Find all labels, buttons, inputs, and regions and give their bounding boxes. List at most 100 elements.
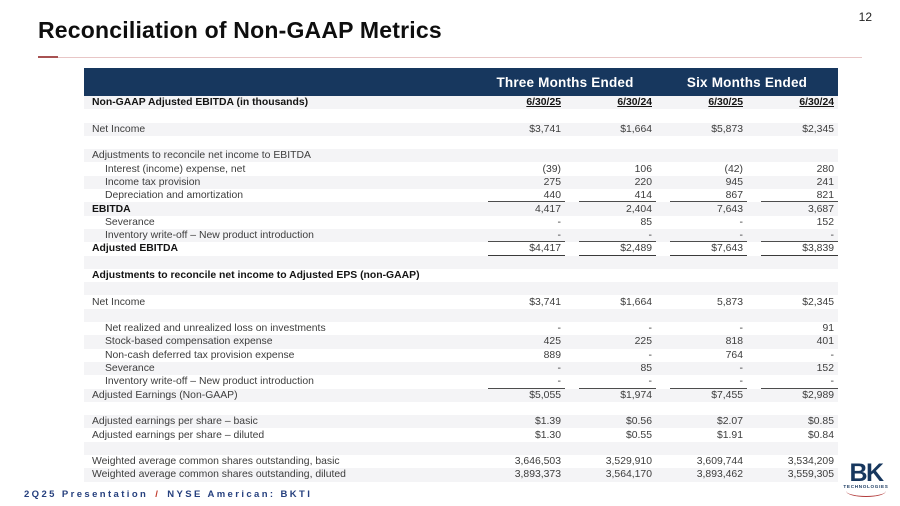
cell-value: - <box>579 229 656 243</box>
cell-value: 3,534,209 <box>787 456 834 468</box>
row-label: Stock-based compensation expense <box>105 336 273 348</box>
cell-value: $2,989 <box>802 389 834 401</box>
cell-value <box>579 402 656 415</box>
cell-value: $1,664 <box>620 123 652 135</box>
column-date-header: 6/30/25 <box>526 97 561 109</box>
table-row: Adjusted earnings per share – basic $1.39… <box>84 415 838 429</box>
table-row: Interest (income) expense, net (39) 106 (42… <box>84 162 838 175</box>
cell-value: $7,643 <box>670 242 747 256</box>
cell-value <box>670 309 747 322</box>
cell-value: $2,345 <box>802 296 834 308</box>
cell-value <box>579 309 656 322</box>
row-label: Adjusted earnings per share – diluted <box>92 429 265 441</box>
logo-subtext: TECHNOLOGIES <box>843 484 889 489</box>
footer: 2Q25 Presentation / NYSE American: BKTI <box>24 489 312 500</box>
table-row: Adjusted Earnings (Non-GAAP) $5,055 $1,974… <box>84 388 838 402</box>
cell-value: 945 <box>725 176 743 188</box>
cell-value: 85 <box>640 216 652 228</box>
cell-value <box>761 309 838 322</box>
cell-value: $1,974 <box>620 389 652 401</box>
cell-value: $0.56 <box>625 416 652 428</box>
cell-value: 7,643 <box>716 203 743 215</box>
cell-value <box>488 442 565 455</box>
logo-red-swoosh-icon <box>846 491 886 497</box>
row-label: Adjustments to reconcile net income to E… <box>92 150 311 162</box>
row-label: Adjusted EBITDA <box>92 243 179 255</box>
row-label: Depreciation and amortization <box>105 190 244 202</box>
cell-value: $4,417 <box>488 242 565 256</box>
cell-value <box>579 269 656 282</box>
table-row: Non-cash deferred tax provision expense 8… <box>84 349 838 362</box>
cell-value: 3,564,170 <box>605 469 652 481</box>
cell-value: 414 <box>579 189 656 203</box>
cell-value: $2.07 <box>716 416 743 428</box>
cell-value <box>761 282 838 295</box>
cell-value: 440 <box>488 189 565 203</box>
row-label: Severance <box>105 216 155 228</box>
table-row: Inventory write-off – New product introd… <box>84 375 838 389</box>
cell-value: 818 <box>725 336 743 348</box>
logo-bk-text: BK <box>849 459 884 487</box>
cell-value: 821 <box>761 189 838 203</box>
row-label: Adjustments to reconcile net income to A… <box>92 270 420 281</box>
cell-value: - <box>670 229 747 243</box>
cell-value: (42) <box>724 163 743 175</box>
cell-value: - <box>488 229 565 243</box>
cell-value <box>488 282 565 295</box>
cell-value: $5,873 <box>711 123 743 135</box>
cell-value: $0.85 <box>807 416 834 428</box>
title-underline <box>38 56 862 58</box>
cell-value: 241 <box>816 176 834 188</box>
cell-value: - <box>830 349 834 361</box>
table-row-blank <box>84 136 838 149</box>
cell-value: $3,839 <box>761 242 838 256</box>
column-date-header: 6/30/24 <box>617 97 652 109</box>
table-row: Income tax provision 275 220 945 241 <box>84 175 838 190</box>
cell-value <box>579 136 656 149</box>
row-label: Non-GAAP Adjusted EBITDA (in thousands) <box>92 97 309 109</box>
table-header: Three Months Ended Six Months Ended <box>84 68 838 96</box>
row-label: Adjusted Earnings (Non-GAAP) <box>92 389 238 401</box>
cell-value <box>488 402 565 415</box>
cell-value: 220 <box>634 176 652 188</box>
row-label: Adjusted earnings per share – basic <box>92 416 258 428</box>
cell-value: 91 <box>822 323 834 335</box>
cell-value <box>761 256 838 269</box>
footer-separator: / <box>155 489 161 500</box>
cell-value: 3,609,744 <box>696 456 743 468</box>
cell-value <box>488 269 565 282</box>
table-row-blank <box>84 109 838 122</box>
cell-value: 425 <box>543 336 561 348</box>
cell-value <box>670 256 747 269</box>
cell-value <box>670 282 747 295</box>
cell-value: $1.30 <box>534 429 561 441</box>
row-label: Net Income <box>92 123 146 135</box>
table-row: Stock-based compensation expense 425 225 81… <box>84 335 838 349</box>
table-row: Severance - 85 - 152 <box>84 361 838 376</box>
cell-value <box>579 149 656 162</box>
page-number: 12 <box>858 10 872 24</box>
row-label: Inventory write-off – New product introd… <box>105 230 314 242</box>
table-row: Adjustments to reconcile net income to A… <box>84 269 838 282</box>
table-row: Net Income $3,741 $1,664 5,873 $2,345 <box>84 295 838 308</box>
table-row: Non-GAAP Adjusted EBITDA (in thousands) 6… <box>84 96 838 110</box>
cell-value: - <box>488 375 565 389</box>
cell-value: $0.55 <box>625 429 652 441</box>
cell-value <box>488 136 565 149</box>
cell-value: $3,741 <box>529 123 561 135</box>
cell-value: - <box>670 375 747 389</box>
cell-value <box>761 402 838 415</box>
row-label: Weighted average common shares outstandi… <box>92 456 340 468</box>
cell-value: - <box>648 349 652 361</box>
cell-value: 280 <box>816 163 834 175</box>
cell-value <box>761 442 838 455</box>
cell-value <box>488 256 565 269</box>
cell-value: $7,455 <box>711 389 743 401</box>
cell-value: - <box>739 363 743 375</box>
column-date-header: 6/30/25 <box>708 97 743 109</box>
cell-value <box>761 149 838 162</box>
cell-value: - <box>557 363 561 375</box>
table-row-blank <box>84 308 838 323</box>
cell-value: 3,559,305 <box>787 469 834 481</box>
table-row: Weighted average common shares outstandi… <box>84 455 838 468</box>
